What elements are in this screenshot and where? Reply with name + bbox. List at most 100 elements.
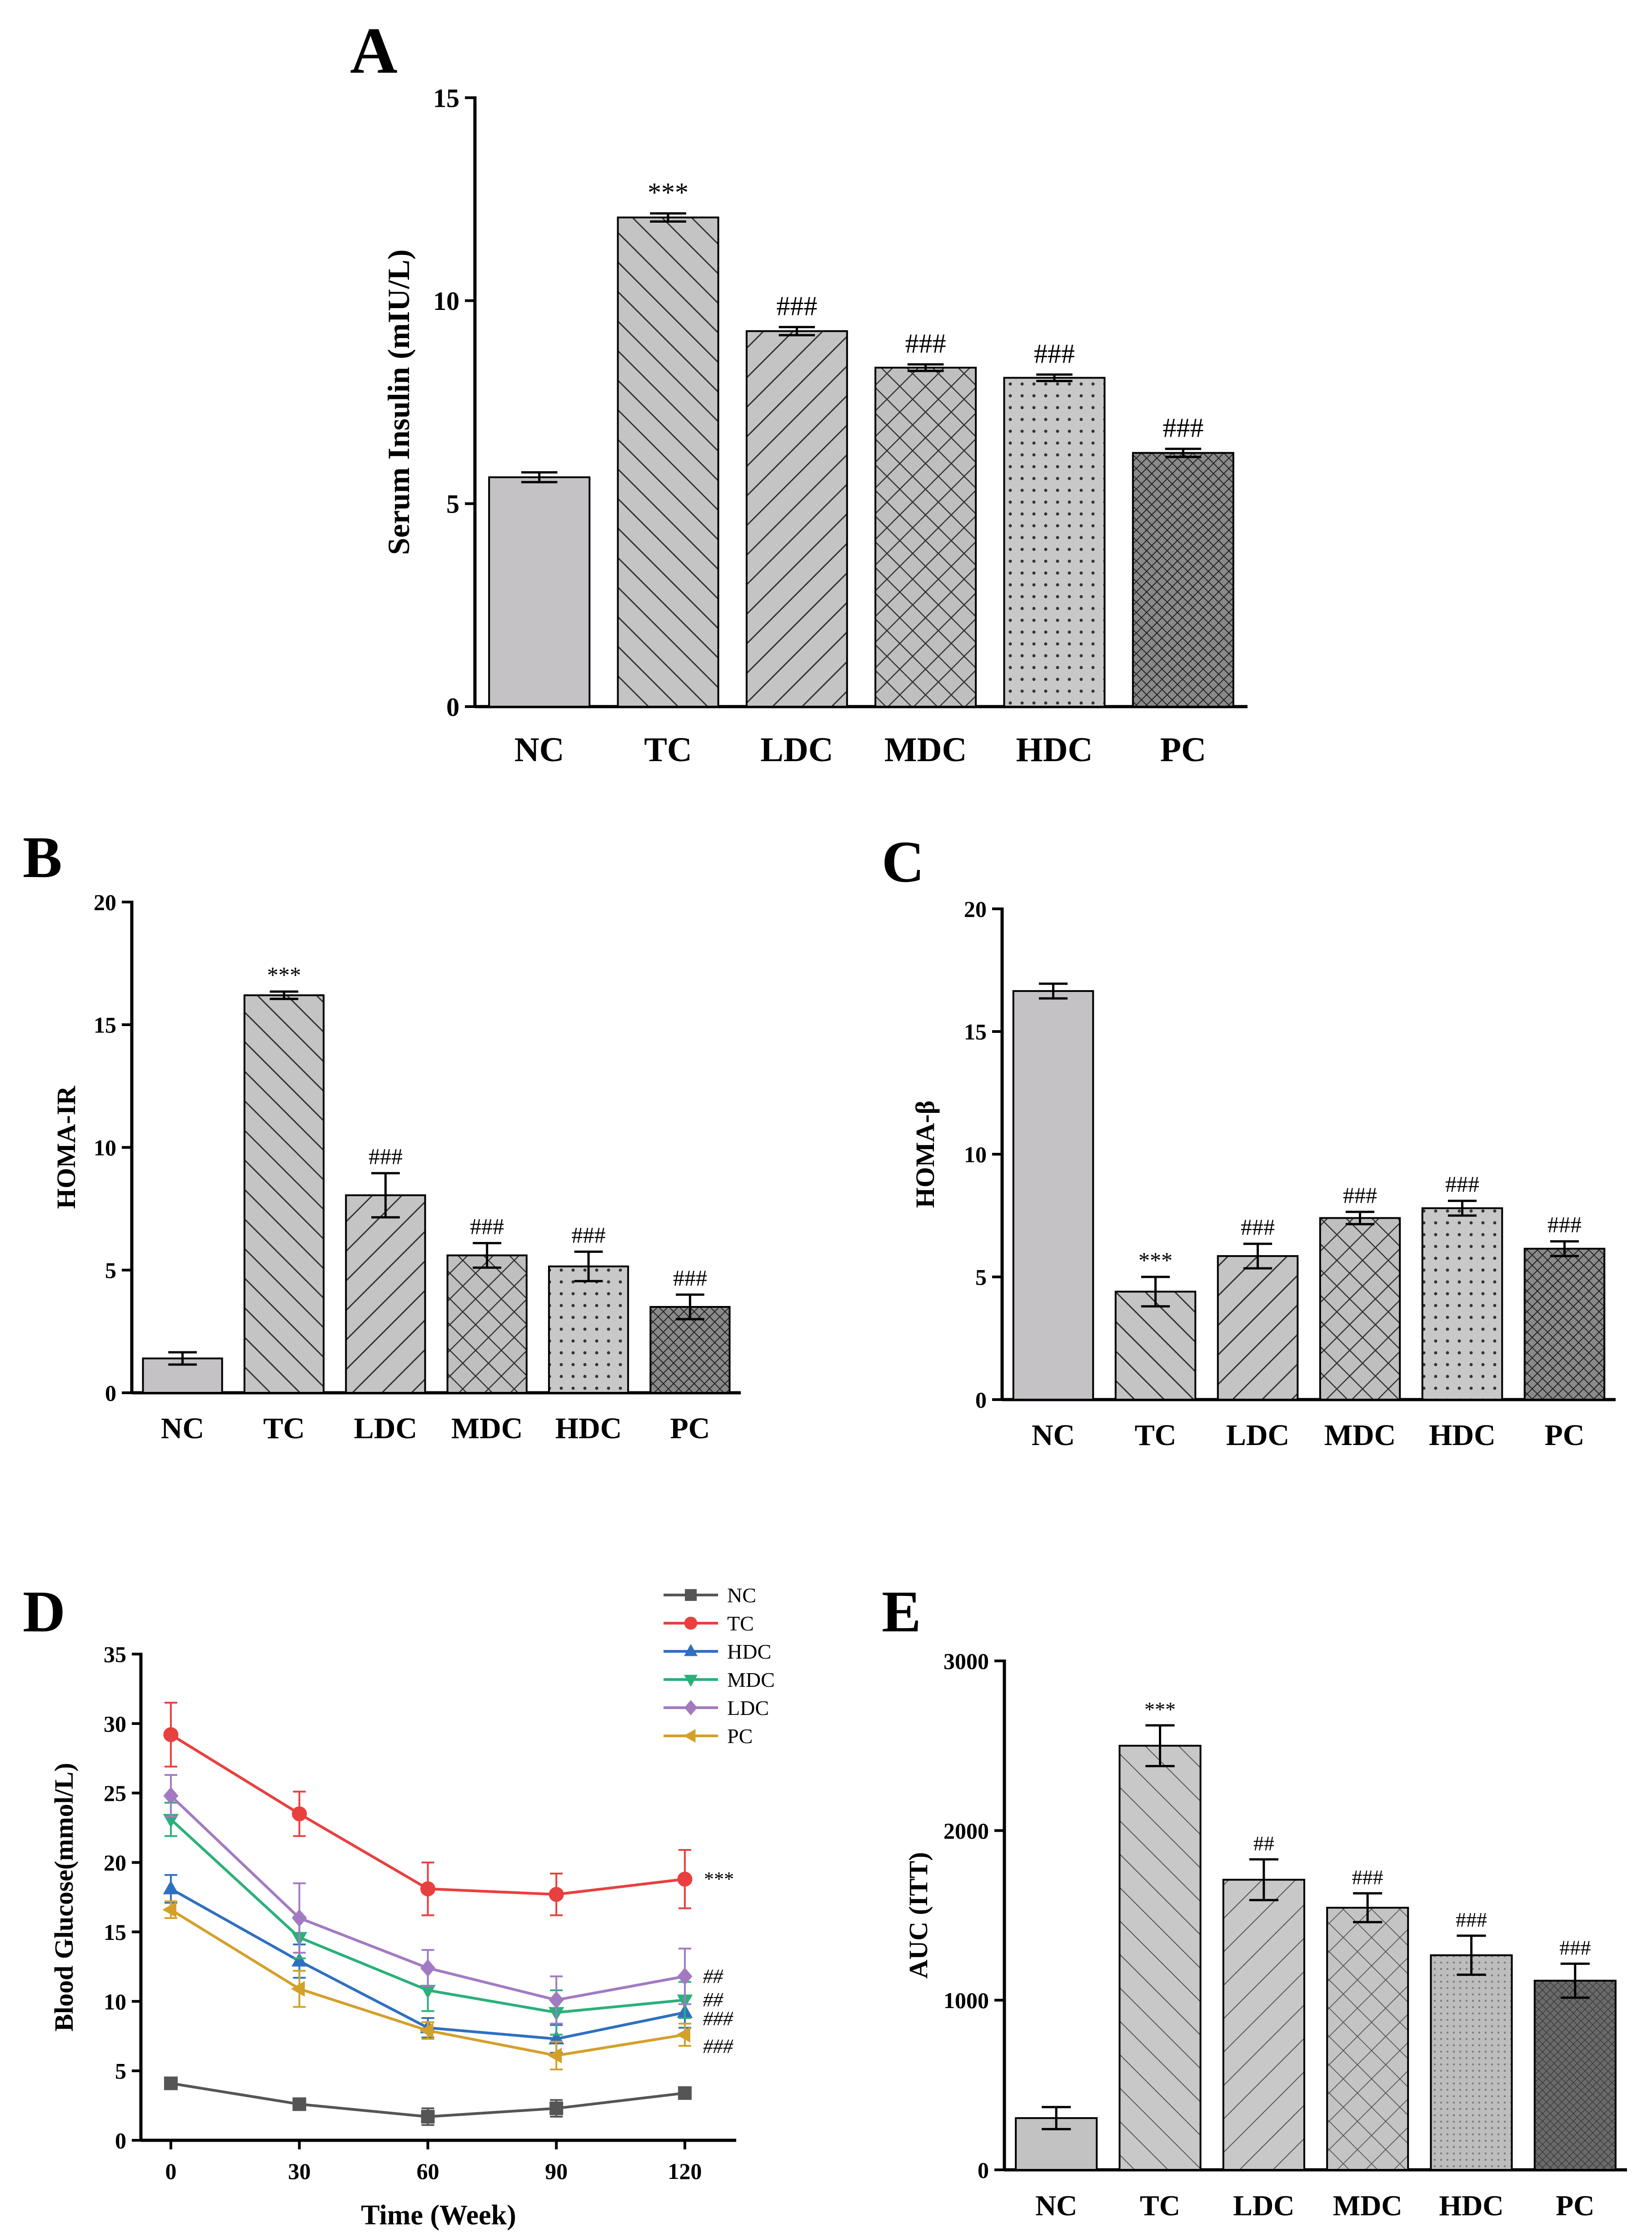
chart-panel-a: 0 5 10 15 NC *** TC ### LDC ### MDC ### HDC ### PC Seru… [381,83,1248,769]
y-tick-label: 20 [94,890,116,915]
significance-label: ### [776,291,817,321]
significance-label: ### [905,329,946,359]
data-point-marker [420,1984,436,1999]
legend-label-hdc: HDC [727,1640,771,1663]
x-tick-label: 30 [288,2158,311,2184]
y-tick-label: 10 [104,1989,126,2014]
bar-pc [649,1306,731,1394]
data-point-marker [683,1729,696,1743]
x-category-label: HDC [1439,2189,1503,2222]
data-point-marker [291,1952,307,1967]
y-tick-label: 15 [964,1019,987,1045]
bar-mdc [446,1254,528,1394]
significance-label: *** [648,178,689,208]
bar-tc [1114,1291,1197,1401]
panel-letter-b: B [23,825,62,890]
significance-label: ### [1445,1171,1479,1197]
x-category-label: PC [1160,731,1206,769]
bar-mdc [874,367,977,708]
x-category-label: MDC [1324,1419,1396,1452]
y-tick-label: 10 [94,1135,116,1161]
x-category-label: LDC [760,731,833,769]
significance-label: ### [703,2035,734,2058]
data-point-marker [549,1991,564,2009]
legend-label-nc: NC [727,1584,756,1607]
data-point-marker [419,2023,434,2039]
y-tick-label: 10 [433,286,459,316]
legend-label-mdc: MDC [727,1668,775,1691]
bar-ldc [1222,1879,1305,2171]
y-tick-label: 3000 [943,1649,989,1674]
bar-mdc [1319,1217,1401,1401]
significance-label: ### [1547,1212,1582,1237]
data-point-marker [685,1589,697,1601]
y-axis-title: Serum Insulin (mIU/L) [381,249,416,555]
significance-label: *** [703,1868,733,1890]
y-tick-label: 30 [104,1711,126,1736]
bar-pc [1533,1979,1617,2171]
x-category-label: LDC [354,1412,417,1445]
data-point-marker [420,1959,435,1977]
data-point-marker [684,1700,698,1715]
y-tick-label: 0 [978,2158,989,2183]
y-axis-title: AUC (ITT) [903,1852,933,1979]
y-tick-label: 35 [104,1642,126,1667]
panel-letter-e: E [882,1579,921,1645]
x-category-label: LDC [1226,1419,1289,1452]
x-tick-label: 60 [416,2158,439,2184]
y-tick-label: 5 [105,1258,116,1283]
significance-label: ### [1163,413,1203,443]
significance-label: ### [673,1265,707,1291]
bar-ldc [745,330,848,708]
x-category-label: LDC [1233,2189,1294,2222]
data-point-marker [292,1909,307,1927]
significance-label: ## [1253,1832,1274,1855]
data-point-marker [292,1806,307,1822]
x-category-label: TC [263,1412,305,1445]
significance-label: *** [267,962,301,987]
significance-label: *** [1144,1698,1176,1721]
x-tick-label: 120 [668,2158,702,2184]
x-category-label: HDC [1429,1419,1496,1452]
bar-hdc [548,1265,629,1394]
bar-tc [617,216,719,708]
bar-ldc [345,1194,426,1394]
bar-hdc [1430,1954,1513,2171]
significance-label: ### [1559,1936,1591,1959]
data-point-marker [292,2097,306,2111]
significance-label: ### [1343,1182,1377,1208]
x-axis-title: Time (Week) [361,2200,516,2231]
data-point-marker [677,1871,693,1887]
data-point-marker [677,1967,693,1985]
y-tick-label: 5 [115,2059,126,2084]
chart-panel-e: 0 1000 2000 3000 NC *** TC ## LDC ### MDC ### HDC ###… [903,1649,1627,2222]
data-point-marker [162,1902,176,1918]
x-category-label: MDC [1333,2189,1402,2222]
data-point-marker [678,2086,692,2100]
data-point-marker [684,1616,698,1630]
y-axis-title: Blood Glucose(mmol/L) [49,1763,79,2031]
y-tick-label: 5 [446,489,459,519]
significance-label: ### [369,1144,403,1169]
x-category-label: TC [1135,1419,1177,1452]
y-tick-label: 0 [446,692,459,722]
bar-hdc [1421,1207,1503,1401]
x-category-label: MDC [884,731,967,769]
data-point-marker [684,1675,698,1687]
x-category-label: NC [1032,1419,1075,1452]
y-tick-label: 1000 [943,1988,989,2013]
significance-label: ### [1241,1214,1275,1240]
data-point-marker [164,2076,178,2090]
x-category-label: NC [514,731,564,769]
bar-pc [1523,1247,1606,1401]
x-category-label: NC [1035,2189,1077,2222]
legend-label-ldc: LDC [727,1696,769,1720]
data-point-marker [549,1887,564,1902]
data-point-marker [163,1880,179,1894]
significance-label: ### [1034,339,1075,369]
x-category-label: PC [1545,1419,1585,1452]
data-point-marker [421,2110,435,2124]
x-category-label: PC [1556,2189,1594,2222]
